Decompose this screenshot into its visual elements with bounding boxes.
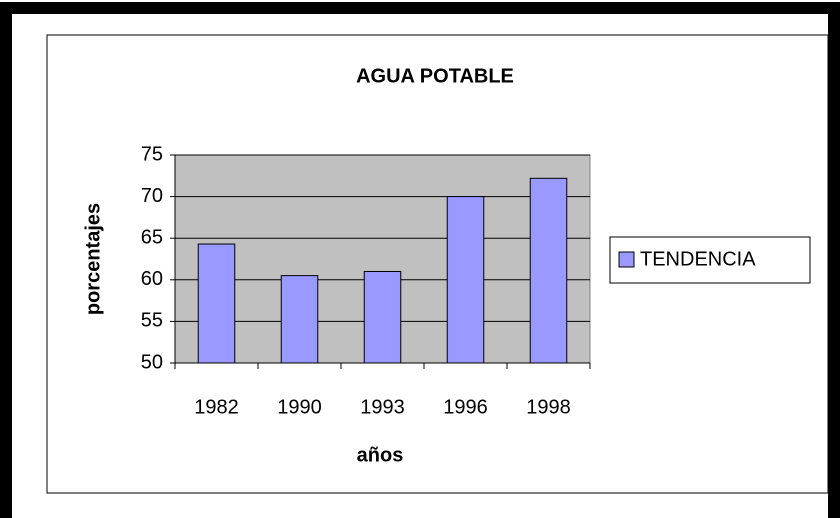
bar [363, 270, 402, 364]
y-tick-label: 65 [141, 226, 163, 248]
y-tick-label: 70 [141, 185, 163, 207]
x-tick-label: 1990 [277, 396, 322, 418]
bar [280, 275, 319, 364]
y-tick-label: 60 [141, 268, 163, 290]
x-axis-label: años [357, 444, 404, 466]
bar [446, 196, 485, 364]
y-tick-label: 75 [141, 143, 163, 165]
chart-title: AGUA POTABLE [356, 65, 514, 87]
x-tick-label: 1993 [360, 396, 405, 418]
legend [609, 236, 811, 284]
legend-label: TENDENCIA [640, 248, 756, 270]
y-tick-label: 55 [141, 310, 163, 332]
bar [529, 177, 568, 364]
legend-swatch [618, 251, 635, 268]
bar [197, 243, 236, 364]
x-tick-label: 1982 [194, 396, 239, 418]
y-tick-label: 50 [141, 351, 163, 373]
x-tick-label: 1998 [526, 396, 571, 418]
x-tick-label: 1996 [443, 396, 488, 418]
y-axis-label: porcentajes [82, 203, 104, 315]
